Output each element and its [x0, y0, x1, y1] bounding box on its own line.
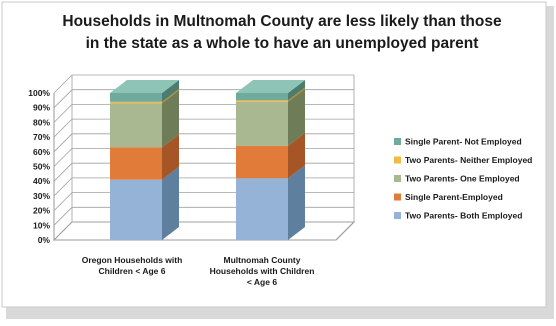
bar-segment-side [288, 87, 305, 102]
y-tick-label: 0% [38, 235, 51, 245]
bar-segment [236, 101, 288, 146]
gridline-wall [53, 177, 73, 197]
y-tick-label: 20% [33, 206, 50, 216]
legend-label: Single Parent-Employed [405, 192, 503, 202]
y-tick-label: 10% [33, 220, 50, 230]
legend-swatch [394, 175, 401, 182]
gridline-wall [53, 192, 73, 211]
x-category-label: Oregon Households with [82, 255, 183, 265]
x-category-label: Multnomah County [224, 255, 301, 265]
chart-title-line: Households in Multnomah County are less … [62, 13, 502, 30]
bar-segment [110, 93, 162, 102]
bar-segment [236, 93, 288, 101]
bar-top [110, 80, 179, 93]
y-tick-label: 30% [33, 191, 50, 201]
y-tick-label: 70% [33, 132, 50, 142]
legend-label: Two Parents- Neither Employed [405, 155, 532, 165]
bar-segment [236, 100, 288, 102]
legend-swatch [394, 156, 401, 164]
bar-segment-side [288, 80, 305, 101]
bar-segment [110, 179, 162, 240]
y-tick-label: 80% [33, 117, 50, 127]
floor-right-edge [335, 221, 355, 241]
y-tick-label: 60% [33, 147, 50, 157]
bar-top [236, 80, 305, 93]
y-tick-label: 90% [33, 103, 50, 113]
bar-segment [110, 101, 162, 104]
chart-floor [52, 221, 356, 241]
bar-segment-side [288, 165, 305, 240]
legend-swatch [394, 138, 401, 145]
legend-label: Two Parents- One Employed [405, 174, 520, 184]
gridline-wall [53, 148, 73, 167]
legend-swatch [394, 193, 401, 201]
x-category-label: < Age 6 [247, 277, 277, 287]
x-category-label: Children < Age 6 [99, 266, 166, 276]
bar-segment [110, 103, 162, 148]
bar-segment-side [288, 132, 305, 179]
bar-segment [110, 147, 162, 180]
bar-segment [236, 178, 288, 240]
y-tick-label: 40% [33, 176, 50, 186]
chart-title-line: in the state as a whole to have an unemp… [86, 35, 479, 52]
y-tick-label: 100% [28, 88, 50, 98]
gridline-wall [53, 104, 73, 123]
bar-segment [236, 145, 288, 179]
bar-segment-side [162, 134, 179, 180]
gridline-wall [53, 162, 73, 182]
legend-label: Two Parents- Both Employed [405, 211, 522, 221]
bar-segment-side [162, 90, 179, 148]
gridline-wall [53, 89, 73, 108]
gridline-wall [53, 133, 73, 153]
bar-segment-side [288, 88, 305, 146]
gridline-wall [53, 74, 73, 94]
gridline-wall [53, 221, 73, 241]
gridline-wall [53, 207, 73, 226]
bar-segment-side [162, 88, 179, 104]
x-category-label: Households with Children [210, 266, 315, 276]
legend-swatch [394, 212, 401, 219]
bar-segment-side [162, 166, 179, 240]
legend-label: Single Parent- Not Employed [405, 137, 522, 147]
bar-segment-side [162, 80, 179, 102]
gridline-wall [53, 118, 73, 138]
y-tick-label: 50% [33, 162, 50, 172]
